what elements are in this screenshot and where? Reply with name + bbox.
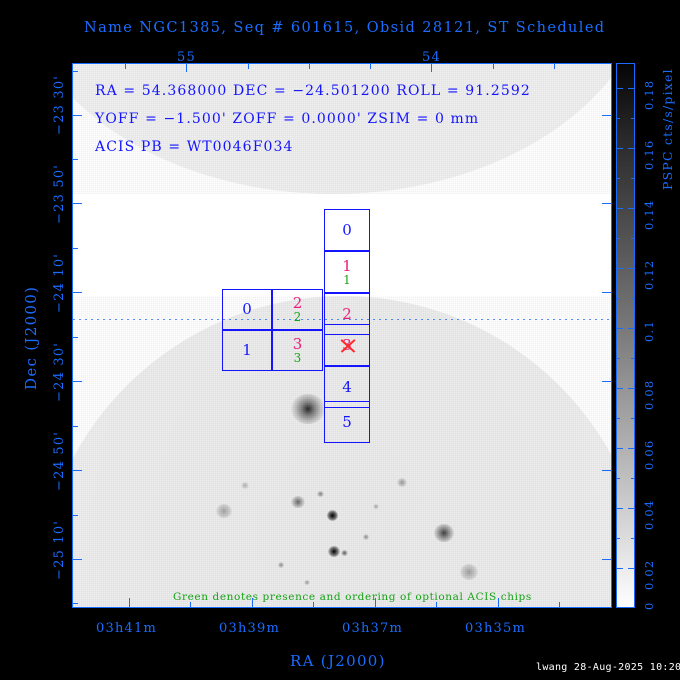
dec-tick-label-1: −23 50' bbox=[52, 163, 67, 224]
point-source bbox=[216, 504, 232, 518]
dec-tick-label-4: −24 50' bbox=[52, 430, 67, 491]
acis-s-chip-3[interactable]: 3 bbox=[324, 324, 370, 366]
acis-s-chip-1[interactable]: 1 1 bbox=[324, 251, 370, 293]
colorbar-tick-0-06: 0.06 bbox=[642, 439, 656, 470]
page-title: Name NGC1385, Seq # 601615, Obsid 28121,… bbox=[84, 20, 606, 36]
acis-s-chip-1-label: 1 bbox=[342, 256, 352, 275]
point-source bbox=[341, 550, 348, 556]
point-source bbox=[328, 546, 340, 557]
dec-tick-label-0: −23 30' bbox=[52, 74, 67, 135]
ra-tick-label-1: 03h39m bbox=[219, 621, 280, 636]
point-source bbox=[291, 496, 305, 508]
acis-i-chip-3-order: 3 bbox=[293, 351, 302, 365]
colorbar-tick-0-16: 0.16 bbox=[642, 139, 656, 170]
point-source bbox=[397, 478, 407, 487]
acis-i-chip-1[interactable]: 1 bbox=[222, 330, 272, 371]
colorbar-title: PSPC cts/s/pixel bbox=[660, 68, 675, 190]
header-line-acis-pb: ACIS PB = WT0046F034 bbox=[95, 139, 294, 155]
x-axis-title: RA (J2000) bbox=[290, 652, 386, 670]
dec-tick-label-5: −25 10' bbox=[52, 519, 67, 580]
point-source bbox=[434, 524, 454, 542]
survey-field-north bbox=[73, 64, 611, 194]
acis-i-chip-1-label: 1 bbox=[242, 341, 252, 359]
acis-s-chip-5-label: 5 bbox=[342, 412, 352, 431]
timestamp: lwang 28-Aug-2025 10:20 bbox=[536, 662, 680, 673]
acis-s-chip-5[interactable]: 5 bbox=[324, 401, 370, 443]
acis-i-chip-2[interactable]: 2 2 bbox=[272, 289, 323, 330]
colorbar[interactable] bbox=[616, 63, 635, 608]
point-source bbox=[460, 564, 478, 580]
sky-image-panel[interactable]: 0 1 1 2 3 4 bbox=[72, 63, 612, 608]
acis-i-chip-3[interactable]: 3 3 bbox=[272, 330, 323, 371]
source-ngc1385 bbox=[291, 394, 325, 424]
colorbar-tick-0-04: 0.04 bbox=[642, 499, 656, 530]
point-source bbox=[363, 534, 369, 540]
top-tick-label-55: 55 bbox=[177, 50, 196, 65]
optional-chips-note: Green denotes presence and ordering of o… bbox=[173, 591, 532, 603]
dec-tick-label-3: −24 30' bbox=[52, 341, 67, 402]
acis-s-chip-0-label: 0 bbox=[342, 220, 352, 239]
survey-field-main bbox=[73, 296, 611, 607]
colorbar-tick-0-12: 0.12 bbox=[642, 259, 656, 290]
y-axis-title: Dec (J2000) bbox=[22, 285, 40, 390]
colorbar-tick-0-1: 0.1 bbox=[642, 320, 656, 342]
point-source bbox=[327, 510, 338, 521]
ra-tick-label-3: 03h35m bbox=[465, 621, 526, 636]
acis-i-chip-2-label: 2 bbox=[292, 294, 303, 312]
colorbar-tick-0-02: 0.02 bbox=[642, 559, 656, 590]
point-source bbox=[317, 491, 324, 497]
acis-s-chip-1-order: 1 bbox=[343, 272, 351, 287]
colorbar-tick-0-14: 0.14 bbox=[642, 199, 656, 230]
acis-s-chip-2[interactable]: 2 bbox=[324, 293, 370, 335]
aimpoint-x-icon bbox=[339, 337, 357, 355]
header-line-offsets: YOFF = −1.500' ZOFF = 0.0000' ZSIM = 0 m… bbox=[95, 111, 480, 127]
rosat-pspc-image: 0 1 1 2 3 4 bbox=[73, 64, 611, 607]
acis-i-chip-0-label: 0 bbox=[242, 300, 252, 318]
image-noise-north bbox=[73, 64, 611, 194]
acis-s-chip-2-label: 2 bbox=[342, 304, 352, 323]
header-line-ra-dec-roll: RA = 54.368000 DEC = −24.501200 ROLL = 9… bbox=[95, 83, 531, 99]
acis-s-chip-4[interactable]: 4 bbox=[324, 366, 370, 408]
dec-tick-label-2: −24 10' bbox=[52, 252, 67, 313]
acis-i-chip-3-label: 3 bbox=[292, 335, 303, 353]
acis-i-chip-2-order: 2 bbox=[293, 310, 302, 324]
ra-tick-label-0: 03h41m bbox=[96, 621, 157, 636]
point-source bbox=[278, 562, 284, 568]
point-source bbox=[373, 504, 379, 509]
point-source bbox=[304, 580, 310, 585]
acis-i-chip-0[interactable]: 0 bbox=[222, 289, 272, 330]
acis-s-chip-4-label: 4 bbox=[342, 377, 352, 396]
colorbar-tick-0-08: 0.08 bbox=[642, 379, 656, 410]
dec-guide-line bbox=[73, 319, 611, 320]
ra-tick-label-2: 03h37m bbox=[342, 621, 403, 636]
top-tick-label-54: 54 bbox=[422, 50, 441, 65]
point-source bbox=[241, 482, 249, 489]
colorbar-tick-0-18: 0.18 bbox=[642, 79, 656, 110]
colorbar-tick-0: 0 bbox=[642, 601, 656, 610]
acis-s-chip-0[interactable]: 0 bbox=[324, 209, 370, 251]
